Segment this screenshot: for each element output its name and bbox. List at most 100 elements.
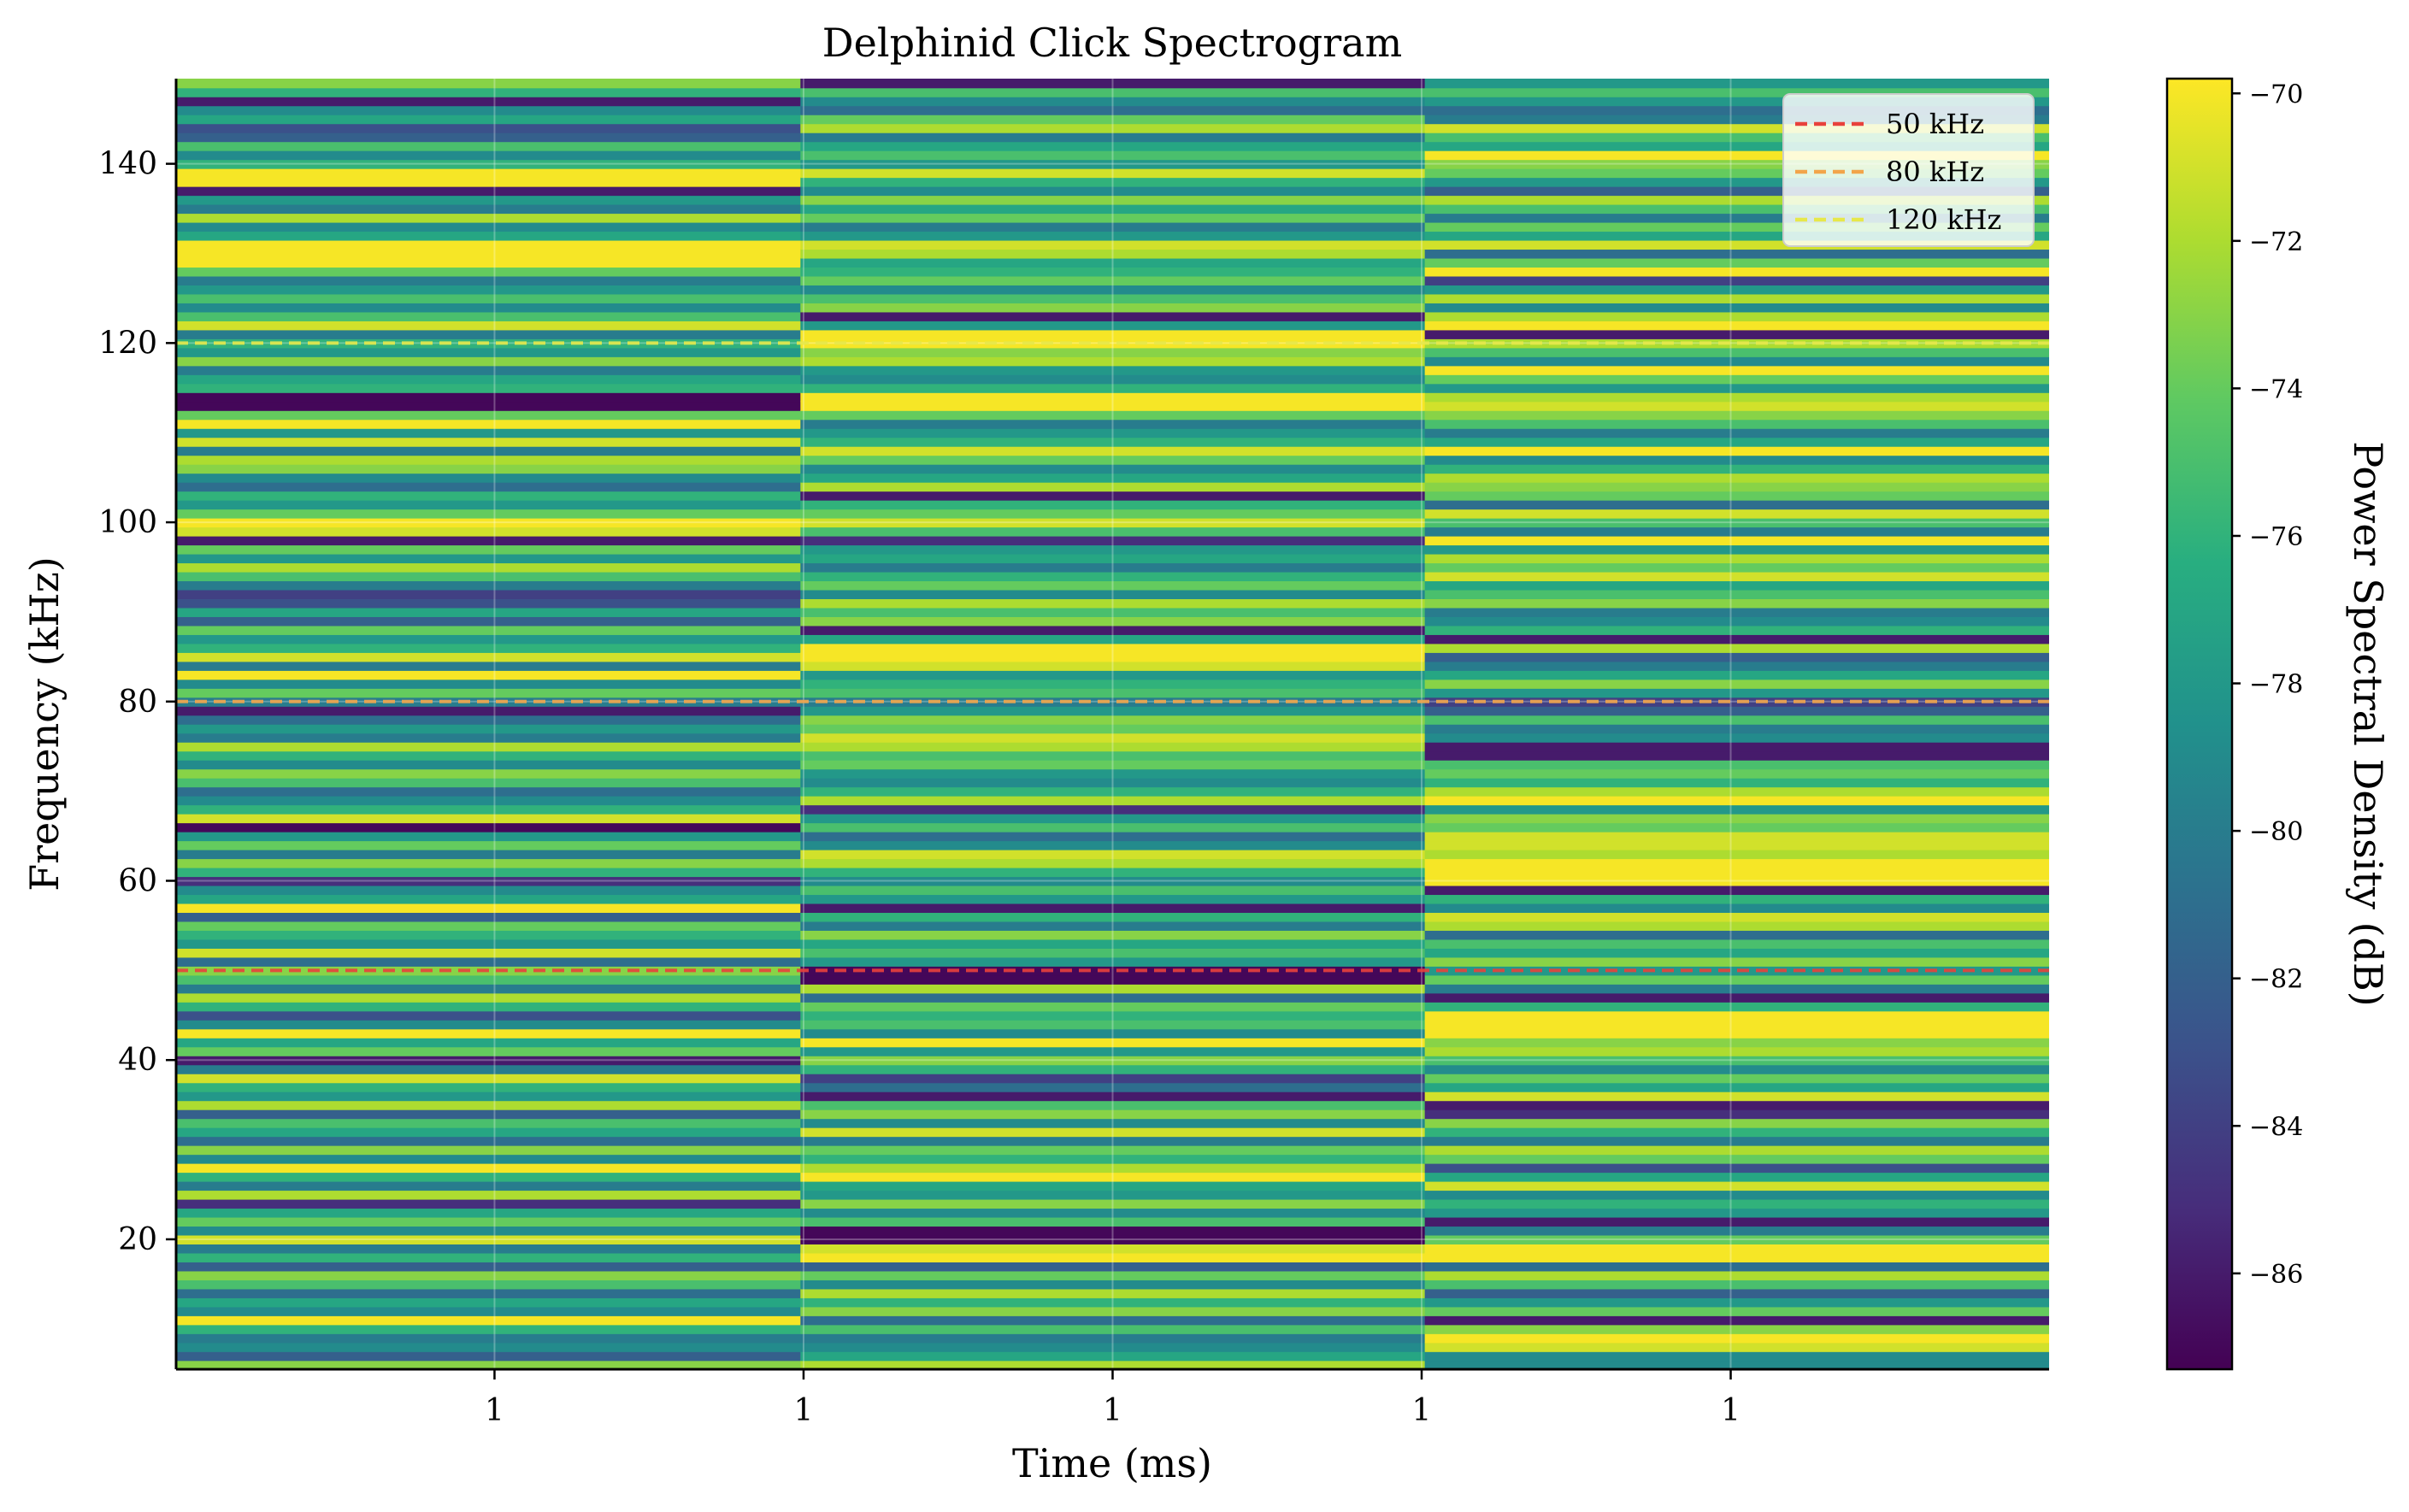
heatmap-cell <box>176 974 802 985</box>
heatmap-cell <box>1424 912 2049 922</box>
heatmap-cell <box>800 1180 1426 1191</box>
heatmap-cell <box>800 625 1426 635</box>
heatmap-cell <box>1424 1306 2049 1316</box>
heatmap-cell <box>176 249 802 259</box>
x-tick-label: 1 <box>1412 1393 1432 1428</box>
heatmap-cell <box>800 938 1426 949</box>
heatmap-cell <box>1424 1038 2049 1048</box>
heatmap-cell <box>1424 285 2049 295</box>
heatmap-cell <box>800 1020 1426 1030</box>
heatmap-cell <box>1424 392 2049 403</box>
heatmap-cell <box>1424 96 2049 107</box>
heatmap-cell <box>176 150 802 161</box>
heatmap-cell <box>800 517 1426 528</box>
heatmap-cell <box>176 392 802 403</box>
x-axis-label: Time (ms) <box>1012 1440 1212 1486</box>
heatmap-cell <box>176 267 802 277</box>
heatmap-cell <box>800 231 1426 241</box>
heatmap-cell <box>1424 921 2049 931</box>
heatmap-cell <box>176 679 802 689</box>
heatmap-cell <box>176 894 802 904</box>
heatmap-cell <box>1424 661 2049 671</box>
heatmap-cell <box>1424 1055 2049 1066</box>
heatmap-cell <box>800 813 1426 824</box>
heatmap-cell <box>176 203 802 215</box>
heatmap-cell <box>1424 499 2049 510</box>
heatmap-cell <box>800 804 1426 815</box>
heatmap-cell <box>800 1226 1426 1236</box>
heatmap-cell <box>800 499 1426 510</box>
heatmap-cell <box>176 1073 802 1084</box>
heatmap-cell <box>800 365 1426 375</box>
heatmap-cell <box>800 455 1426 465</box>
heatmap-cell <box>800 1280 1426 1290</box>
heatmap-cell <box>176 849 802 860</box>
heatmap-cell <box>176 840 802 850</box>
heatmap-cell <box>1424 992 2049 1003</box>
heatmap-cell <box>1424 213 2049 223</box>
heatmap-cell <box>1424 1270 2049 1280</box>
heatmap-cell <box>176 455 802 465</box>
heatmap-cell <box>176 1091 802 1102</box>
heatmap-cell <box>176 1360 802 1369</box>
heatmap-cell <box>176 1046 802 1056</box>
heatmap-cell <box>176 876 802 886</box>
heatmap-cell <box>800 1360 1426 1369</box>
heatmap-cell <box>800 634 1426 644</box>
heatmap-cell <box>1424 768 2049 779</box>
heatmap-cell <box>800 321 1426 331</box>
heatmap-cell <box>800 347 1426 357</box>
heatmap-cell <box>800 966 1426 976</box>
heatmap-cell <box>1424 1190 2049 1200</box>
heatmap-cell <box>176 347 802 357</box>
heatmap-cell <box>1424 311 2049 321</box>
heatmap-cell <box>800 724 1426 734</box>
heatmap-cell <box>800 1082 1426 1092</box>
heatmap-cell <box>1424 1180 2049 1191</box>
heatmap-cell <box>800 123 1426 133</box>
heatmap-cell <box>1424 616 2049 627</box>
heatmap-cell <box>800 795 1426 806</box>
heatmap-cell <box>176 1118 802 1128</box>
legend-label: 80 kHz <box>1886 156 1984 188</box>
heatmap-cell <box>176 87 802 97</box>
heatmap-cell <box>176 1324 802 1334</box>
heatmap-cell <box>800 275 1426 285</box>
colorbar-tick-label: −86 <box>2249 1260 2303 1290</box>
heatmap-cell <box>1424 822 2049 832</box>
heatmap-cell <box>1424 365 2049 375</box>
heatmap-cell <box>800 1010 1426 1021</box>
heatmap-cell <box>1424 589 2049 599</box>
heatmap-cell <box>176 132 802 143</box>
heatmap-cell <box>1424 697 2049 707</box>
heatmap-cell <box>176 311 802 321</box>
heatmap-cell <box>1424 419 2049 429</box>
heatmap-cell <box>176 517 802 528</box>
heatmap-cell <box>1424 1324 2049 1334</box>
heatmap-cell <box>800 1244 1426 1254</box>
heatmap-cell <box>176 768 802 779</box>
heatmap-cell <box>176 1306 802 1316</box>
heatmap-cell <box>1424 1162 2049 1174</box>
heatmap-cell <box>800 491 1426 501</box>
heatmap-cell <box>176 1180 802 1191</box>
heatmap-cell <box>1424 804 2049 815</box>
heatmap-cell <box>1424 1091 2049 1102</box>
heatmap-cell <box>176 625 802 635</box>
heatmap-cell <box>1424 87 2049 97</box>
heatmap-cell <box>176 1226 802 1236</box>
grid-lines <box>176 79 2049 1369</box>
heatmap-cell <box>1424 1118 2049 1128</box>
heatmap-cell <box>176 1038 802 1048</box>
colorbar-tick-label: −72 <box>2249 227 2303 257</box>
heatmap-cell <box>1424 956 2049 967</box>
heatmap-cell <box>176 329 802 339</box>
heatmap-cell <box>176 580 802 591</box>
heatmap-cell <box>800 105 1426 115</box>
heatmap-cell <box>176 96 802 107</box>
heatmap-cell <box>800 409 1426 421</box>
heatmap-cell <box>1424 481 2049 492</box>
heatmap-cell <box>800 679 1426 689</box>
heatmap-cell <box>1424 679 2049 689</box>
heatmap-cell <box>176 706 802 716</box>
